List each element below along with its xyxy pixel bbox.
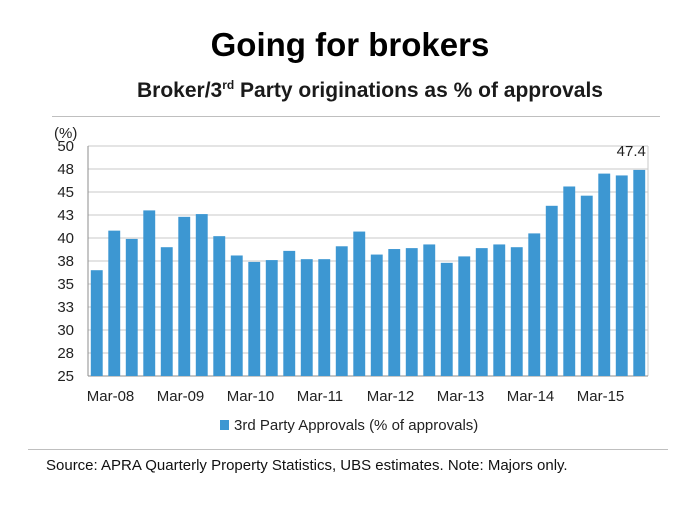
y-tick-label: 25 xyxy=(57,368,74,385)
x-tick-label: Mar-13 xyxy=(437,388,485,405)
bar xyxy=(545,205,558,376)
bar xyxy=(108,230,121,376)
bar xyxy=(90,270,103,376)
bar xyxy=(230,255,243,376)
bar xyxy=(160,247,173,376)
bar xyxy=(283,250,296,376)
divider-top xyxy=(52,116,660,117)
y-tick-label: 48 xyxy=(57,161,74,178)
bar xyxy=(143,210,156,376)
x-tick-label: Mar-15 xyxy=(577,388,625,405)
source-note: Source: APRA Quarterly Property Statisti… xyxy=(46,457,568,474)
bar xyxy=(475,248,488,376)
bar xyxy=(178,216,191,376)
bar xyxy=(353,231,366,376)
bar xyxy=(248,261,261,376)
y-tick-label: 35 xyxy=(57,276,74,293)
bar xyxy=(300,259,313,376)
bar xyxy=(213,236,226,376)
bar xyxy=(580,195,593,376)
legend-swatch xyxy=(220,420,229,430)
bar xyxy=(598,173,611,376)
bar xyxy=(510,247,523,376)
divider-bottom xyxy=(28,449,668,450)
y-tick-label: 33 xyxy=(57,299,74,316)
x-tick-label: Mar-09 xyxy=(157,388,205,405)
x-tick-label: Mar-08 xyxy=(87,388,135,405)
x-tick-label: Mar-14 xyxy=(507,388,555,405)
legend-label: 3rd Party Approvals (% of approvals) xyxy=(234,417,478,434)
y-tick-label: 43 xyxy=(57,207,74,224)
bar xyxy=(633,169,646,376)
bar-chart: 25 28 30 33 35 38 40 43 45 48 50(%) Mar-08 Mar-09 Mar… xyxy=(54,125,649,434)
y-tick-label: 40 xyxy=(57,230,74,247)
data-label-last: 47.4 xyxy=(617,143,646,160)
y-tick-label: 38 xyxy=(57,253,74,270)
y-tick-label: 45 xyxy=(57,184,74,201)
chart-subtitle: Broker/3rd Party originations as % of ap… xyxy=(137,78,603,102)
bar xyxy=(615,175,628,376)
y-tick-label: 28 xyxy=(57,345,74,362)
y-axis-label: (%) xyxy=(54,125,77,142)
bar xyxy=(458,256,471,376)
bar xyxy=(388,249,401,376)
x-tick-label: Mar-10 xyxy=(227,388,275,405)
y-tick-label: 30 xyxy=(57,322,74,339)
bar xyxy=(440,262,453,376)
bar xyxy=(423,244,436,376)
chart-title: Going for brokers xyxy=(210,26,490,63)
x-tick-label: Mar-12 xyxy=(367,388,415,405)
bar xyxy=(563,186,576,376)
bar xyxy=(335,246,348,376)
bar xyxy=(528,233,541,376)
bar xyxy=(195,214,208,376)
bar xyxy=(493,244,506,376)
bar xyxy=(125,238,138,376)
bar xyxy=(265,260,278,376)
x-tick-label: Mar-11 xyxy=(297,388,343,405)
bar xyxy=(405,248,418,376)
bar xyxy=(318,259,331,376)
bar xyxy=(370,254,383,376)
y-tick-label: 50 xyxy=(57,138,74,155)
